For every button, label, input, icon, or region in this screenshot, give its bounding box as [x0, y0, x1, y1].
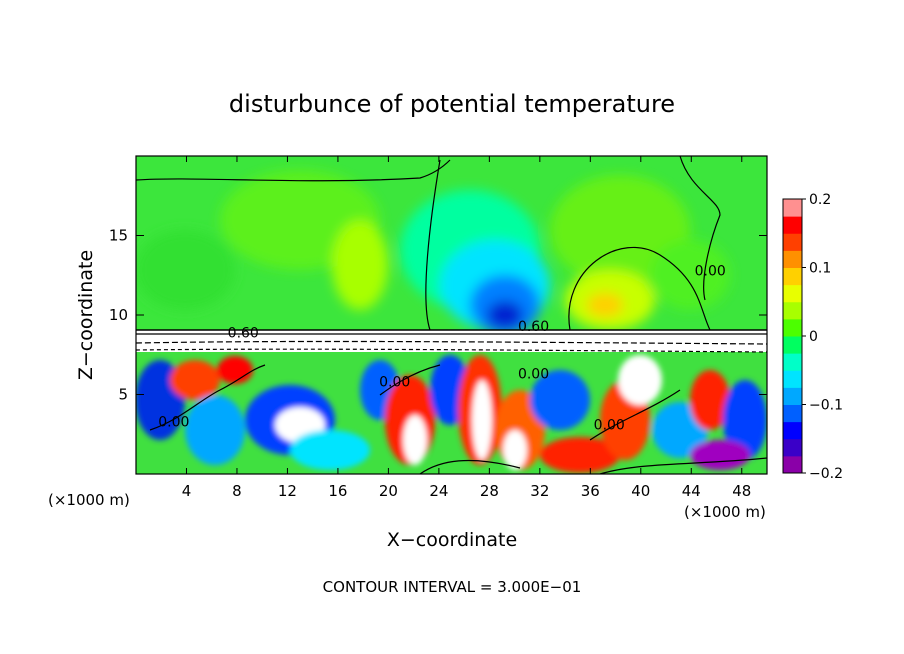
contour-label: 0.00: [695, 263, 726, 279]
colorbar-swatch: [783, 318, 802, 337]
x-tick-label: 24: [429, 482, 448, 500]
x-tick-label: 16: [328, 482, 347, 500]
colorbar-tick-label: 0.1: [809, 261, 831, 277]
x-tick-label: 36: [581, 482, 600, 500]
y-tick-label: 5: [118, 386, 128, 404]
colorbar-tick-label: −0.2: [809, 466, 843, 482]
contour-lower-4: [419, 459, 521, 474]
colorbar-swatch: [783, 370, 802, 388]
colorbar-swatch: [783, 336, 802, 354]
contour-lower-3: [589, 389, 681, 441]
colorbar-swatch: [783, 250, 802, 268]
colorbar-swatch: [783, 284, 802, 303]
contour-label: 0.00: [379, 375, 410, 391]
inversion-band: [136, 330, 767, 352]
x-tick-label: 32: [530, 482, 549, 500]
colorbar-swatch: [783, 301, 802, 320]
x-tick-label: 20: [379, 482, 398, 500]
contour-lines: [136, 156, 767, 474]
contour-labels: 0.60 0.60 0.00 0.00 0.00 0.00 0.00: [158, 263, 726, 433]
x-tick-label: 28: [480, 482, 499, 500]
contour-label: 0.60: [518, 319, 549, 335]
contour-lower-5: [599, 457, 767, 474]
x-tick-label: 4: [182, 482, 192, 500]
contour-interval-footer: CONTOUR INTERVAL = 3.000E−01: [323, 578, 582, 596]
contour-lower-2: [379, 364, 441, 396]
colorbar-swatch: [783, 404, 802, 423]
colorbar-swatch: [783, 421, 802, 440]
contour-lower-1: [149, 364, 266, 431]
contour-label: 0.00: [158, 414, 189, 430]
upper-field-patches: [136, 170, 730, 335]
colorbar-swatch: [783, 438, 802, 457]
colorbar-tick-label: −0.1: [809, 398, 843, 414]
contour-upper-dome: [425, 159, 441, 331]
colorbar-swatch: [783, 353, 802, 371]
x-axis-label: X−coordinate: [387, 529, 517, 551]
x-tick-label: 12: [278, 482, 297, 500]
colorbar-swatch: [783, 216, 802, 234]
y-tick-label: 15: [109, 227, 128, 245]
contour-label: 0.00: [518, 367, 549, 383]
contour-band-4: [136, 348, 767, 353]
colorbar-swatch: [783, 233, 802, 251]
colorbar-tick-label: 0: [809, 329, 818, 345]
plot-area: 0.60 0.60 0.00 0.00 0.00 0.00 0.00: [136, 156, 767, 474]
x-axis: 4 8 12 16 20 24 28 32 36 40 44 48: [182, 156, 751, 500]
contour-upper-edge: [679, 156, 721, 301]
x-tick-label: 8: [232, 482, 242, 500]
contour-upper-top: [136, 159, 451, 182]
contour-upper-right: [568, 246, 711, 331]
y-axis-label: Z−coordinate: [75, 250, 97, 380]
colorbar-swatch: [783, 267, 802, 286]
x-tick-label: 40: [631, 482, 650, 500]
colorbar-swatch: [783, 199, 802, 217]
contour-band-3: [136, 340, 767, 345]
lower-field-patches: [136, 355, 767, 473]
chart-title: disturbunce of potential temperature: [229, 90, 675, 118]
colorbar-swatch: [783, 455, 802, 474]
y-axis: 5 10 15: [109, 227, 767, 404]
colorbar-swatch: [783, 387, 802, 405]
colorbar-tick-label: 0.2: [809, 192, 831, 208]
x-unit-label-left: (×1000 m): [48, 491, 130, 509]
x-tick-label: 44: [682, 482, 701, 500]
x-unit-label-right: (×1000 m): [684, 503, 766, 521]
contour-label: 0.00: [594, 417, 625, 433]
x-tick-label: 48: [732, 482, 751, 500]
y-tick-label: 10: [109, 306, 128, 324]
colorbar: 0.2 0.1 0 −0.1 −0.2: [782, 192, 843, 482]
contour-label: 0.60: [228, 325, 259, 341]
